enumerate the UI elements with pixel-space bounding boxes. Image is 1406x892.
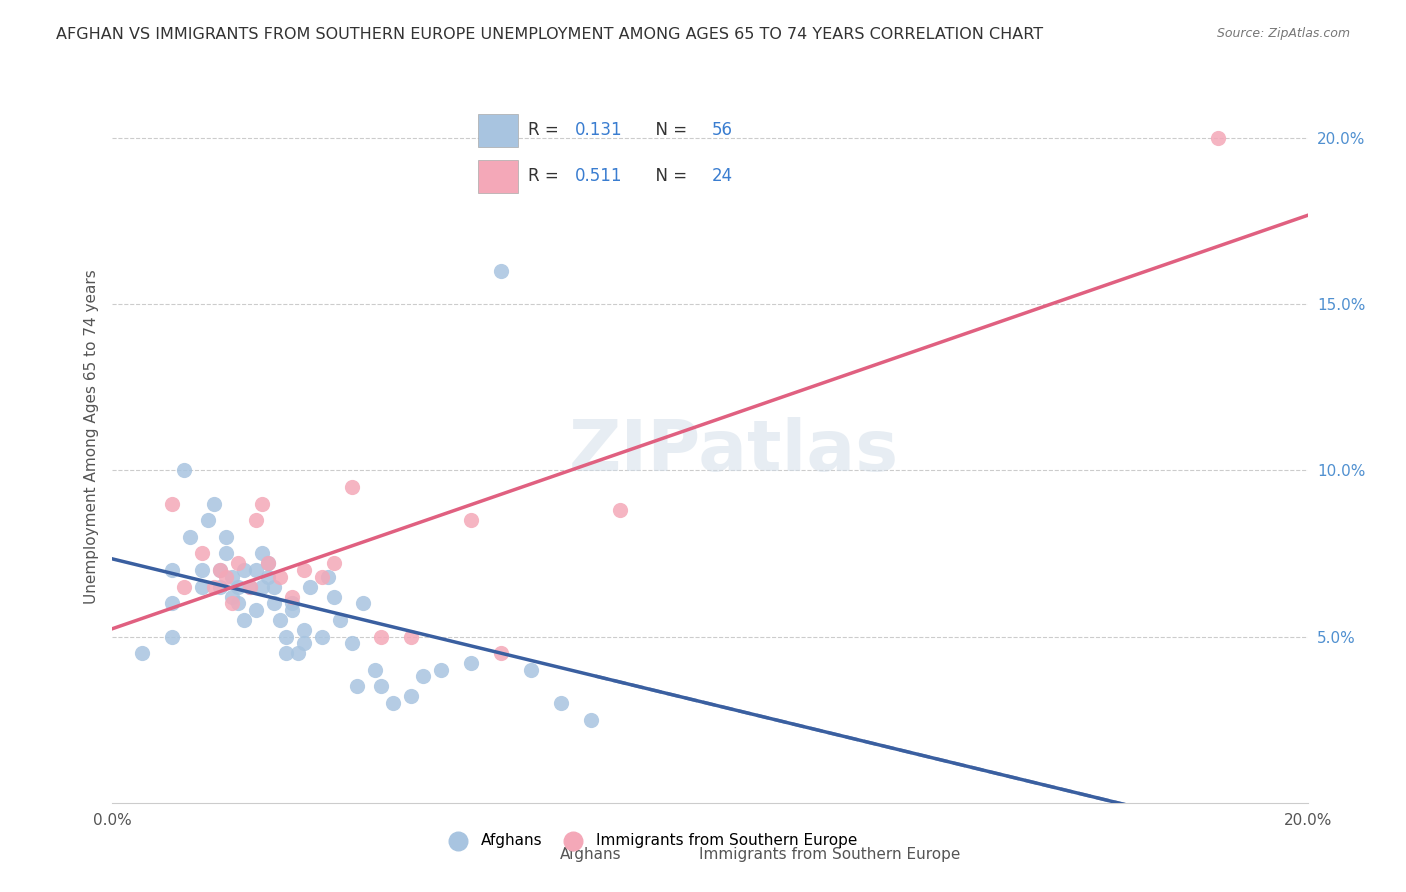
Point <box>215 570 238 584</box>
Point <box>430 663 453 677</box>
Point <box>239 580 262 594</box>
Text: Source: ZipAtlas.com: Source: ZipAtlas.com <box>1216 27 1350 40</box>
Point <box>173 580 195 594</box>
Point <box>263 596 285 610</box>
Point <box>215 530 238 544</box>
Point <box>191 563 214 577</box>
Point <box>250 580 273 594</box>
Point <box>489 264 512 278</box>
Point <box>233 563 256 577</box>
Point <box>281 596 304 610</box>
Point <box>340 480 363 494</box>
Point <box>550 696 572 710</box>
Point <box>401 690 423 704</box>
Point <box>226 557 249 571</box>
Point <box>274 646 297 660</box>
Point <box>292 563 315 577</box>
Point <box>209 563 232 577</box>
Text: Immigrants from Southern Europe: Immigrants from Southern Europe <box>699 847 960 862</box>
Point <box>579 713 602 727</box>
Point <box>322 557 344 571</box>
Point <box>311 570 333 584</box>
Point <box>250 497 273 511</box>
Point <box>191 546 214 560</box>
Point <box>489 646 512 660</box>
Point <box>221 596 243 610</box>
Y-axis label: Unemployment Among Ages 65 to 74 years: Unemployment Among Ages 65 to 74 years <box>83 269 98 605</box>
Point <box>520 663 543 677</box>
Point <box>257 570 280 584</box>
Point <box>353 596 375 610</box>
Point <box>364 663 387 677</box>
Point <box>215 546 238 560</box>
Point <box>257 557 280 571</box>
Point <box>292 636 315 650</box>
Point <box>322 590 344 604</box>
Point <box>340 636 363 650</box>
Point <box>202 497 225 511</box>
Point <box>221 590 243 604</box>
Point <box>460 513 482 527</box>
Text: ZIPatlas: ZIPatlas <box>569 417 898 486</box>
Point <box>162 563 183 577</box>
Point <box>269 613 291 627</box>
Point <box>162 497 183 511</box>
Text: Afghans: Afghans <box>560 847 621 862</box>
Point <box>239 580 262 594</box>
Point <box>311 630 333 644</box>
Point <box>245 603 267 617</box>
Point <box>281 603 304 617</box>
Point <box>269 570 291 584</box>
Point <box>209 563 232 577</box>
Point <box>287 646 309 660</box>
Point <box>298 580 321 594</box>
Point <box>329 613 352 627</box>
Point <box>209 580 232 594</box>
Point <box>281 590 304 604</box>
Point <box>382 696 405 710</box>
Point <box>202 580 225 594</box>
Point <box>233 613 256 627</box>
Point <box>609 503 631 517</box>
Point <box>197 513 219 527</box>
Legend: Afghans, Immigrants from Southern Europe: Afghans, Immigrants from Southern Europe <box>437 827 863 854</box>
Point <box>263 580 285 594</box>
Point <box>245 513 267 527</box>
Point <box>370 680 392 694</box>
Point <box>460 656 482 670</box>
Point <box>191 580 214 594</box>
Point <box>412 669 434 683</box>
Point <box>162 630 183 644</box>
Point <box>257 557 280 571</box>
Point <box>131 646 153 660</box>
Text: AFGHAN VS IMMIGRANTS FROM SOUTHERN EUROPE UNEMPLOYMENT AMONG AGES 65 TO 74 YEARS: AFGHAN VS IMMIGRANTS FROM SOUTHERN EUROP… <box>56 27 1043 42</box>
Point <box>179 530 201 544</box>
Point <box>245 563 267 577</box>
Point <box>316 570 339 584</box>
Point <box>346 680 368 694</box>
Point <box>250 546 273 560</box>
Point <box>173 463 195 477</box>
Point <box>370 630 392 644</box>
Point <box>401 630 423 644</box>
Point <box>226 596 249 610</box>
Point <box>292 623 315 637</box>
Point <box>1206 131 1229 145</box>
Point <box>221 570 243 584</box>
Point <box>162 596 183 610</box>
Point <box>274 630 297 644</box>
Point <box>226 580 249 594</box>
